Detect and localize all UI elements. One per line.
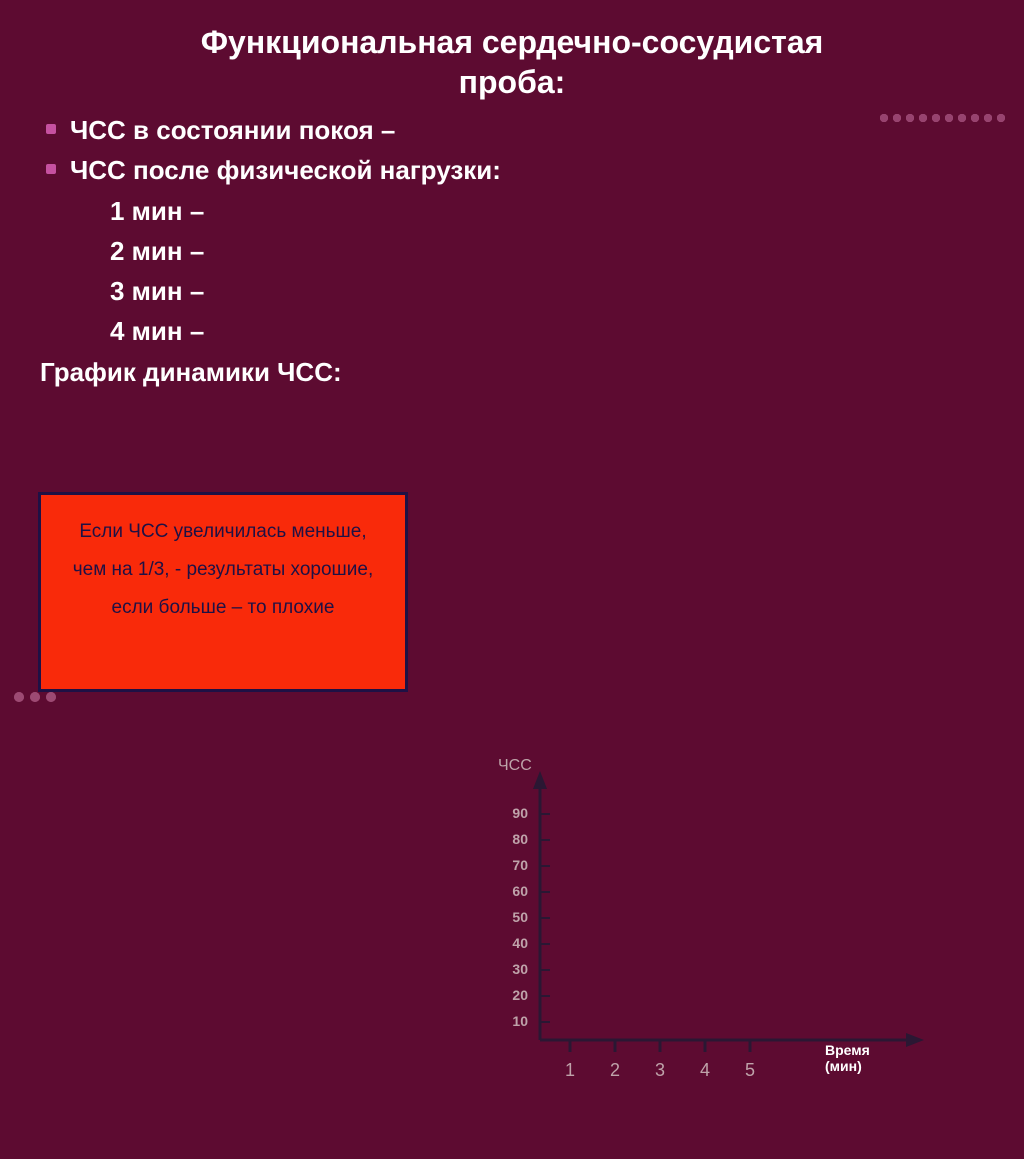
sub-item-3: 3 мин –: [40, 271, 984, 311]
content-area: ЧСС в состоянии покоя – ЧСС после физиче…: [0, 102, 1024, 392]
sub-item-1: 1 мин –: [40, 191, 984, 231]
deco-dot: [997, 114, 1005, 122]
x-axis-title: Время (мин): [825, 1042, 870, 1074]
bullet-list: ЧСС в состоянии покоя – ЧСС после физиче…: [40, 110, 984, 191]
title-line-2: проба:: [459, 64, 566, 100]
title-line-1: Функциональная сердечно-сосудистая: [201, 24, 824, 60]
graph-caption: График динамики ЧСС:: [40, 352, 984, 392]
bullet-item-2: ЧСС после физической нагрузки:: [40, 150, 984, 190]
sub-item-2: 2 мин –: [40, 231, 984, 271]
slide-title: Функциональная сердечно-сосудистая проба…: [0, 0, 1024, 102]
y-axis-title: ЧСС: [498, 757, 532, 775]
deco-dot: [984, 114, 992, 122]
sub-item-4: 4 мин –: [40, 311, 984, 351]
bullet-item-1: ЧСС в состоянии покоя –: [40, 110, 984, 150]
chart-axes: [0, 392, 1024, 1159]
